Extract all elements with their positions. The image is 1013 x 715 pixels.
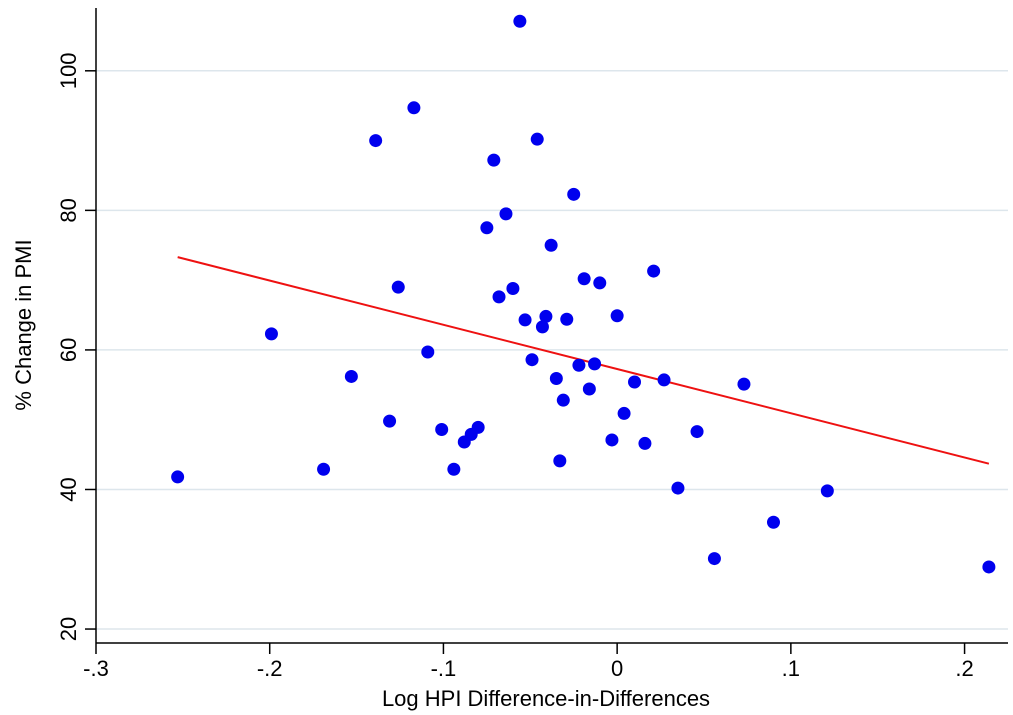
tick-labels: 20 40 60 80 100 -.3 -.2 -.1 0 .1 .2: [56, 52, 974, 681]
scatter-point: [577, 272, 591, 286]
scatter-point: [766, 515, 780, 529]
scatter-point: [617, 406, 631, 420]
scatter-point: [628, 375, 642, 389]
scatter-point: [407, 101, 421, 115]
scatter-point: [539, 309, 553, 323]
scatter-point: [513, 14, 527, 28]
scatter-point: [657, 373, 671, 387]
scatter-point: [556, 393, 570, 407]
y-tick-label: 60: [56, 338, 81, 362]
scatter-point: [369, 134, 383, 148]
scatter-point: [647, 264, 661, 278]
x-tick-label: .1: [782, 656, 800, 681]
scatter-point: [317, 462, 331, 476]
y-tick-label: 20: [56, 617, 81, 641]
scatter-point: [671, 481, 685, 495]
axes: [85, 8, 1008, 654]
scatter-point: [737, 377, 751, 391]
fit-line-layer: [177, 256, 990, 465]
scatter-point: [518, 313, 532, 327]
x-tick-label: -.3: [83, 656, 109, 681]
scatter-point: [171, 470, 185, 484]
scatter-point: [593, 276, 607, 290]
scatter-point: [525, 353, 539, 367]
scatter-point: [487, 153, 501, 167]
scatter-point: [610, 309, 624, 323]
scatter-point: [530, 132, 544, 146]
scatter-point: [421, 345, 435, 359]
scatter-point: [638, 436, 652, 450]
x-tick-label: -.2: [257, 656, 283, 681]
scatter-point: [480, 221, 494, 235]
scatter-point: [471, 420, 485, 434]
scatter-point: [383, 414, 397, 428]
scatter-point: [982, 560, 996, 574]
scatter-point: [588, 357, 602, 371]
scatter-point: [506, 282, 520, 296]
gridlines: [96, 70, 1008, 630]
scatter-point: [447, 462, 461, 476]
fitted-line: [177, 256, 990, 465]
scatter-point: [605, 433, 619, 447]
y-tick-label: 100: [56, 52, 81, 89]
scatter-point: [264, 327, 278, 341]
x-tick-label: 0: [611, 656, 623, 681]
scatter-point: [572, 358, 586, 372]
scatter-point: [492, 290, 506, 304]
scatter-point: [391, 280, 405, 294]
scatter-point: [690, 425, 704, 439]
scatter-point: [499, 207, 513, 221]
x-tick-label: .2: [955, 656, 973, 681]
scatter-point: [567, 187, 581, 201]
scatter-point: [344, 369, 358, 383]
scatter-point: [435, 422, 449, 436]
scatter-point: [820, 484, 834, 498]
scatter-point: [582, 382, 596, 396]
x-tick-label: -.1: [431, 656, 457, 681]
y-tick-label: 80: [56, 198, 81, 222]
scatter-point: [707, 552, 721, 566]
scatter-point: [535, 320, 549, 334]
scatter-point: [544, 238, 558, 252]
y-axis-title: % Change in PMI: [11, 239, 36, 410]
y-tick-label: 40: [56, 477, 81, 501]
data-points: [171, 14, 996, 574]
scatter-point: [553, 454, 567, 468]
scatter-point: [549, 372, 563, 386]
x-axis-title: Log HPI Difference-in-Differences: [382, 686, 710, 711]
scatter-point: [560, 312, 574, 326]
